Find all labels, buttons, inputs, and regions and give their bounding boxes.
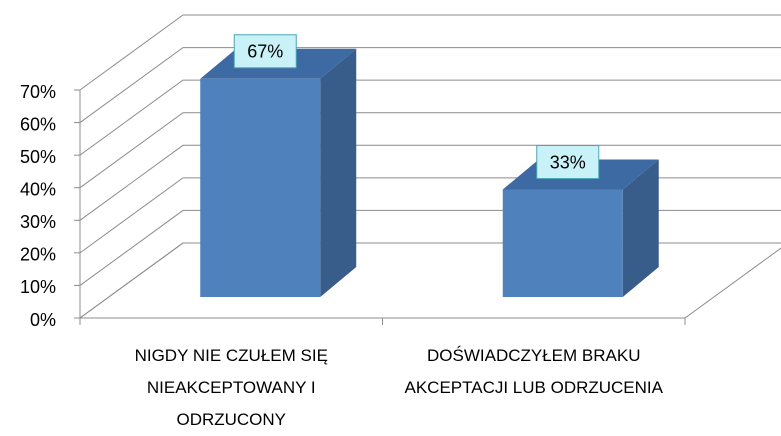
y-tick-label: 60%	[20, 114, 56, 134]
x-tick-label: NIGDY NIE CZUŁEM SIĘ NIEAKCEPTOWANY I OD…	[134, 346, 328, 429]
grid-line	[79, 144, 781, 221]
y-tick-label: 20%	[20, 245, 56, 265]
y-tick-label: 0%	[30, 310, 56, 330]
floor-front	[80, 247, 781, 319]
grid-line	[79, 79, 781, 156]
y-tick-label: 40%	[20, 179, 56, 199]
data-label-box	[536, 145, 600, 180]
bar	[200, 78, 321, 298]
floor-edge	[79, 242, 781, 319]
data-label-box	[233, 34, 297, 69]
y-tick-label: 30%	[20, 212, 56, 232]
grid-line	[79, 177, 781, 254]
bar	[502, 189, 623, 297]
x-tick-label: DOŚWIADCZYŁEM BRAKU AKCEPTACJI LUB ODRZU…	[404, 346, 663, 397]
grid-line	[79, 242, 781, 319]
y-tick-label: 50%	[20, 147, 56, 167]
y-tick-label: 10%	[20, 277, 56, 297]
data-label: 67%	[247, 42, 283, 62]
grid-line	[79, 209, 781, 286]
bar-side	[622, 159, 659, 297]
y-tick-label: 70%	[20, 82, 56, 102]
grid-line	[79, 47, 781, 123]
bar-side	[320, 48, 357, 298]
grid-line	[79, 112, 781, 189]
data-label: 33%	[550, 152, 586, 172]
grid-line	[79, 14, 781, 91]
